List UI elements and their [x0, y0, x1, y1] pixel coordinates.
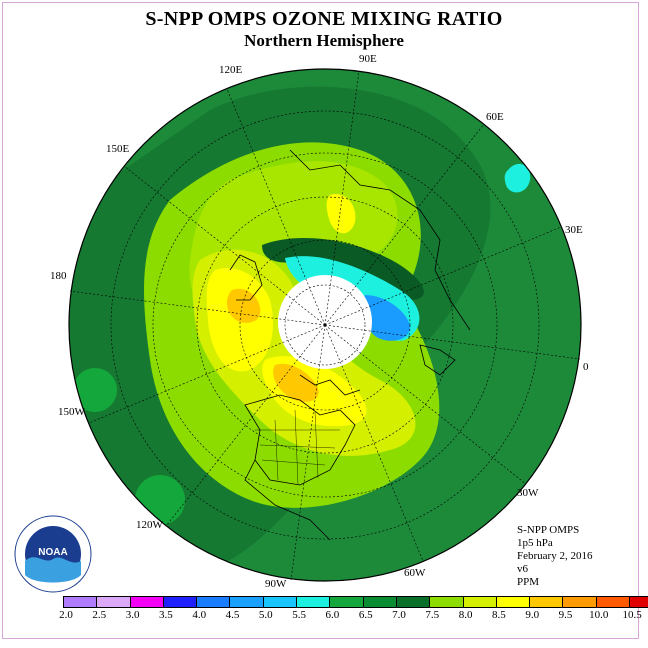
colorbar-tick-label: 9.0 [525, 609, 540, 621]
colorbar-tick-label: 3.0 [125, 609, 140, 621]
colorbar-tick-label: 7.5 [425, 609, 440, 621]
info-level: 1p5 hPa [517, 537, 553, 549]
colorbar-swatch [263, 597, 298, 607]
colorbar-swatch [463, 597, 497, 607]
map-subtitle: Northern Hemisphere [244, 31, 404, 50]
colorbar-swatch [563, 597, 597, 607]
colorbar-tick-label: 6.0 [325, 609, 340, 621]
colorbar-swatch [97, 597, 131, 607]
colorbar-tick-label: 5.0 [258, 609, 273, 621]
colorbar-tick-label: 9.5 [558, 609, 573, 621]
info-version: v6 [517, 563, 528, 575]
colorbar-swatch [130, 597, 164, 607]
lon-label-90e: 90E [359, 53, 377, 65]
info-units: PPM [517, 576, 540, 588]
map-border [68, 68, 582, 582]
lon-label-0: 0 [583, 361, 589, 373]
polar-night-cap [278, 275, 372, 369]
colorbar-swatch [330, 597, 364, 607]
colorbar-swatch [630, 597, 648, 607]
colorbar-swatch [396, 597, 431, 607]
colorbar-swatch [430, 597, 464, 607]
info-block: S-NPP OMPS 1p5 hPa February 2, 2016 v6 P… [517, 524, 592, 589]
state-borders [255, 409, 340, 486]
colorbar-tick-label: 4.5 [225, 609, 240, 621]
lon-label-30e: 30E [565, 224, 583, 236]
colorbar-swatch [496, 597, 531, 607]
map-title: S-NPP OMPS OZONE MIXING RATIO [145, 8, 503, 30]
lon-label-180: 180 [50, 270, 67, 282]
ozone-field [69, 69, 581, 581]
colorbar-tick-label: 3.5 [159, 609, 173, 621]
colorbar-swatch [64, 597, 98, 607]
coastlines [229, 149, 471, 541]
noaa-logo: NOAA [14, 515, 92, 593]
colorbar-swatch [197, 597, 231, 607]
colorbar-tick-label: 10.5 [622, 609, 642, 621]
colorbar-ticks: 2.0 2.5 3.0 3.5 4.0 4.5 5.0 5.5 6.0 6.5 7.0 7.5 8.0 8… [0, 609, 648, 623]
colorbar-tick-label: 7.0 [392, 609, 406, 621]
colorbar-swatch [363, 597, 397, 607]
lon-label-90w: 90W [265, 578, 287, 590]
lon-label-60w: 60W [404, 567, 426, 579]
colorbar-tick-label: 8.0 [458, 609, 473, 621]
colorbar-tick-label: 6.5 [358, 609, 373, 621]
colorbar-tick-label: 2.5 [92, 609, 107, 621]
colorbar-swatch [596, 597, 631, 607]
colorbar-swatch [163, 597, 198, 607]
lon-label-60e: 60E [486, 111, 504, 123]
info-instrument: S-NPP OMPS [517, 524, 580, 536]
graticule [69, 70, 581, 581]
lon-label-150e: 150E [106, 143, 130, 155]
info-date: February 2, 2016 [517, 550, 593, 562]
lon-label-120e: 120E [219, 64, 243, 76]
lon-label-30w: 30W [517, 487, 539, 499]
colorbar-tick-label: 4.0 [192, 609, 207, 621]
noaa-logo-text: NOAA [38, 547, 67, 558]
colorbar-swatch [530, 597, 564, 607]
colorbar-tick-label: 8.5 [492, 609, 506, 621]
lon-label-150w: 150W [58, 406, 86, 418]
colorbar-tick-label: 5.5 [292, 609, 306, 621]
lon-label-120w: 120W [136, 519, 164, 531]
colorbar-swatch [297, 597, 331, 607]
colorbar [63, 596, 648, 608]
figure-frame [2, 2, 639, 639]
colorbar-tick-label: 2.0 [59, 609, 73, 621]
colorbar-tick-label: 10.0 [589, 609, 609, 621]
colorbar-swatch [230, 597, 264, 607]
